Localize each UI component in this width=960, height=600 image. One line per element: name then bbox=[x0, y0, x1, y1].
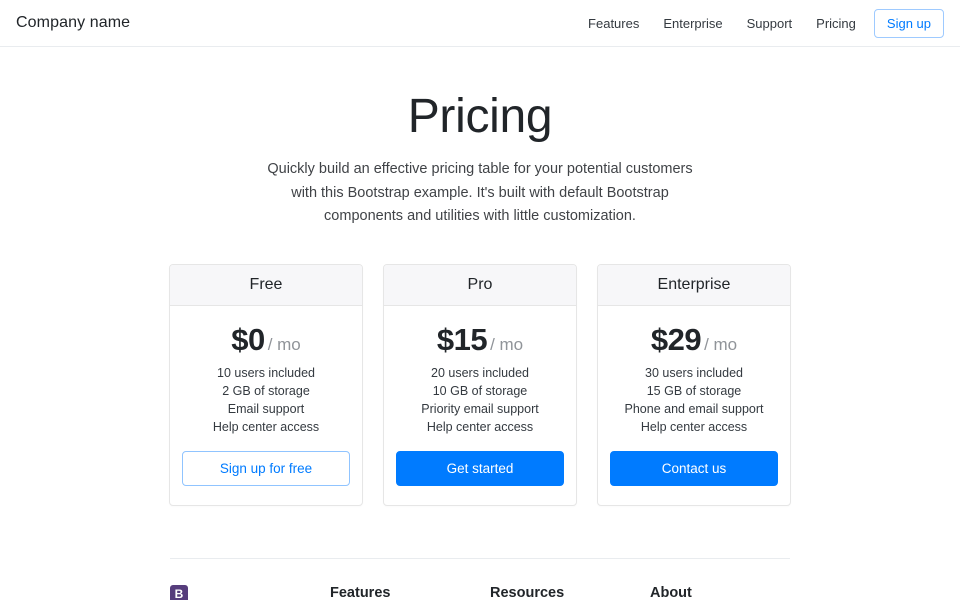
plan-feature-list: 20 users included 10 GB of storage Prior… bbox=[396, 365, 564, 437]
footer-column-resources: Resources Resource Resource name Another… bbox=[490, 585, 650, 600]
plan-feature-item: Phone and email support bbox=[624, 401, 764, 416]
pricing-card-header: Enterprise bbox=[598, 264, 790, 306]
plan-price-period: / mo bbox=[490, 334, 524, 354]
plan-feature-item: 2 GB of storage bbox=[222, 383, 310, 398]
pricing-card-body: $0/ mo 10 users included 2 GB of storage… bbox=[170, 306, 362, 506]
plan-feature-item: Priority email support bbox=[421, 401, 539, 416]
plan-feature-item: 10 GB of storage bbox=[432, 383, 528, 398]
nav-link-support[interactable]: Support bbox=[746, 15, 793, 31]
bootstrap-logo-icon: B bbox=[170, 585, 188, 600]
plan-cta-button-pro[interactable]: Get started bbox=[396, 450, 564, 487]
plan-name: Free bbox=[249, 275, 283, 293]
plan-price-amount: $15 bbox=[436, 321, 488, 357]
plan-feature-item: 15 GB of storage bbox=[646, 383, 742, 398]
footer-brand: B © 2017 bbox=[170, 585, 330, 600]
plan-cta-button-free[interactable]: Sign up for free bbox=[182, 450, 350, 487]
plan-name: Pro bbox=[467, 275, 493, 293]
primary-navigation: Features Enterprise Support Pricing Sign… bbox=[576, 8, 944, 38]
plan-cta-button-enterprise[interactable]: Contact us bbox=[610, 450, 778, 487]
page-title: Pricing bbox=[407, 90, 553, 143]
plan-feature-list: 10 users included 2 GB of storage Email … bbox=[182, 365, 350, 437]
plan-price-period: / mo bbox=[704, 334, 738, 354]
footer-column-title: About bbox=[650, 585, 692, 600]
plan-feature-item: Help center access bbox=[212, 419, 320, 434]
nav-link-enterprise[interactable]: Enterprise bbox=[663, 15, 723, 31]
pricing-card-body: $29/ mo 30 users included 15 GB of stora… bbox=[598, 306, 790, 506]
footer-column-about: About Team Locations Privacy Terms bbox=[650, 585, 810, 600]
plan-feature-item: Help center access bbox=[426, 419, 534, 434]
plan-price-amount: $29 bbox=[650, 321, 702, 357]
footer-column-title: Features bbox=[330, 585, 391, 600]
footer-divider bbox=[170, 558, 790, 560]
pricing-card-header: Pro bbox=[384, 264, 576, 306]
plan-price-amount: $0 bbox=[231, 321, 265, 357]
plan-feature-item: 30 users included bbox=[645, 365, 743, 380]
nav-link-pricing[interactable]: Pricing bbox=[816, 15, 856, 31]
plan-name: Enterprise bbox=[657, 275, 731, 293]
brand-logo-text[interactable]: Company name bbox=[16, 14, 131, 31]
plan-price: $15/ mo bbox=[396, 321, 564, 357]
plan-feature-item: 10 users included bbox=[217, 365, 315, 380]
plan-price-period: / mo bbox=[267, 334, 301, 354]
plan-feature-list: 30 users included 15 GB of storage Phone… bbox=[610, 365, 778, 437]
hero-section: Pricing Quickly build an effective prici… bbox=[0, 47, 960, 229]
plan-feature-item: Help center access bbox=[640, 419, 748, 434]
site-footer: B © 2017 Features Cool stuff Random feat… bbox=[170, 585, 790, 600]
pricing-card-group: Free $0/ mo 10 users included 2 GB of st… bbox=[0, 263, 960, 507]
plan-price: $29/ mo bbox=[610, 321, 778, 357]
plan-feature-item: Email support bbox=[227, 401, 305, 416]
footer-column-features: Features Cool stuff Random feature Team … bbox=[330, 585, 490, 600]
plan-price: $0/ mo bbox=[182, 321, 350, 357]
pricing-card-free: Free $0/ mo 10 users included 2 GB of st… bbox=[169, 263, 363, 507]
pricing-card-pro: Pro $15/ mo 20 users included 10 GB of s… bbox=[383, 263, 577, 507]
footer-wrapper: B © 2017 Features Cool stuff Random feat… bbox=[170, 506, 790, 600]
footer-column-title: Resources bbox=[490, 585, 565, 600]
plan-feature-item: 20 users included bbox=[431, 365, 529, 380]
pricing-card-enterprise: Enterprise $29/ mo 30 users included 15 … bbox=[597, 263, 791, 507]
nav-link-features[interactable]: Features bbox=[588, 15, 640, 31]
pricing-card-header: Free bbox=[170, 264, 362, 306]
signup-button[interactable]: Sign up bbox=[873, 8, 944, 38]
pricing-card-body: $15/ mo 20 users included 10 GB of stora… bbox=[384, 306, 576, 506]
page-subtitle: Quickly build an effective pricing table… bbox=[267, 161, 693, 225]
site-header: Company name Features Enterprise Support… bbox=[0, 0, 960, 47]
